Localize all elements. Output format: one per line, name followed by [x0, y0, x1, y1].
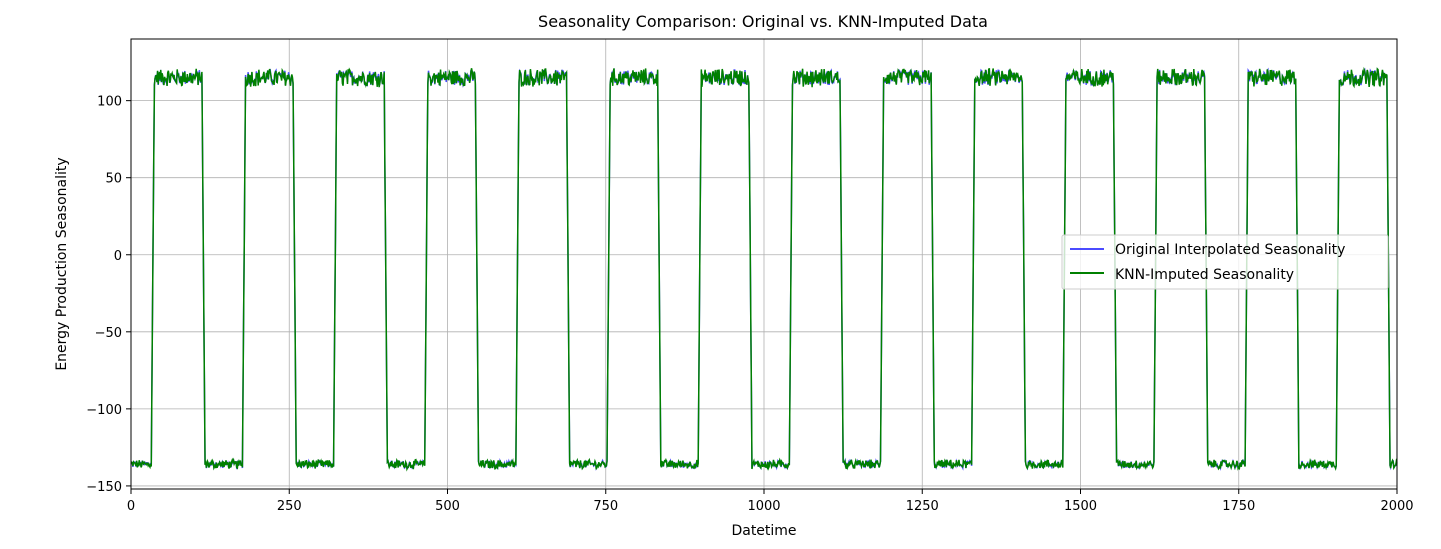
y-tick-label: 50 [105, 172, 122, 187]
y-tick-label: −150 [86, 480, 122, 495]
x-tick-label: 750 [593, 499, 618, 514]
x-tick-label: 1000 [747, 499, 780, 514]
x-tick-label: 0 [127, 499, 135, 514]
legend: Original Interpolated Seasonality KNN-Im… [1061, 234, 1389, 290]
x-axis-label: Datetime [731, 523, 796, 539]
y-tick-label: −50 [95, 326, 122, 341]
series-line-knn [130, 66, 1398, 472]
x-tick-label: 250 [277, 499, 302, 514]
legend-box [1061, 234, 1389, 290]
x-tick-label: 1750 [1222, 499, 1255, 514]
legend-label-knn: KNN-Imputed Seasonality [1115, 267, 1294, 283]
y-tick-label: 0 [114, 249, 122, 264]
x-tick-label: 1500 [1064, 499, 1097, 514]
y-tick-label: −100 [86, 403, 122, 418]
x-tick-label: 500 [435, 499, 460, 514]
x-tick-label: 2000 [1380, 499, 1413, 514]
axes: 0 250 500 750 1000 1250 1500 1750 2000−150−100−5… [86, 38, 1414, 514]
series-layer [130, 66, 1398, 472]
chart-title: Seasonality Comparison: Original vs. KNN… [538, 12, 988, 31]
y-axis-label: Energy Production Seasonality [54, 157, 70, 370]
y-tick-label: 100 [97, 95, 122, 110]
legend-label-original: Original Interpolated Seasonality [1115, 242, 1345, 258]
x-tick-label: 1250 [906, 499, 939, 514]
